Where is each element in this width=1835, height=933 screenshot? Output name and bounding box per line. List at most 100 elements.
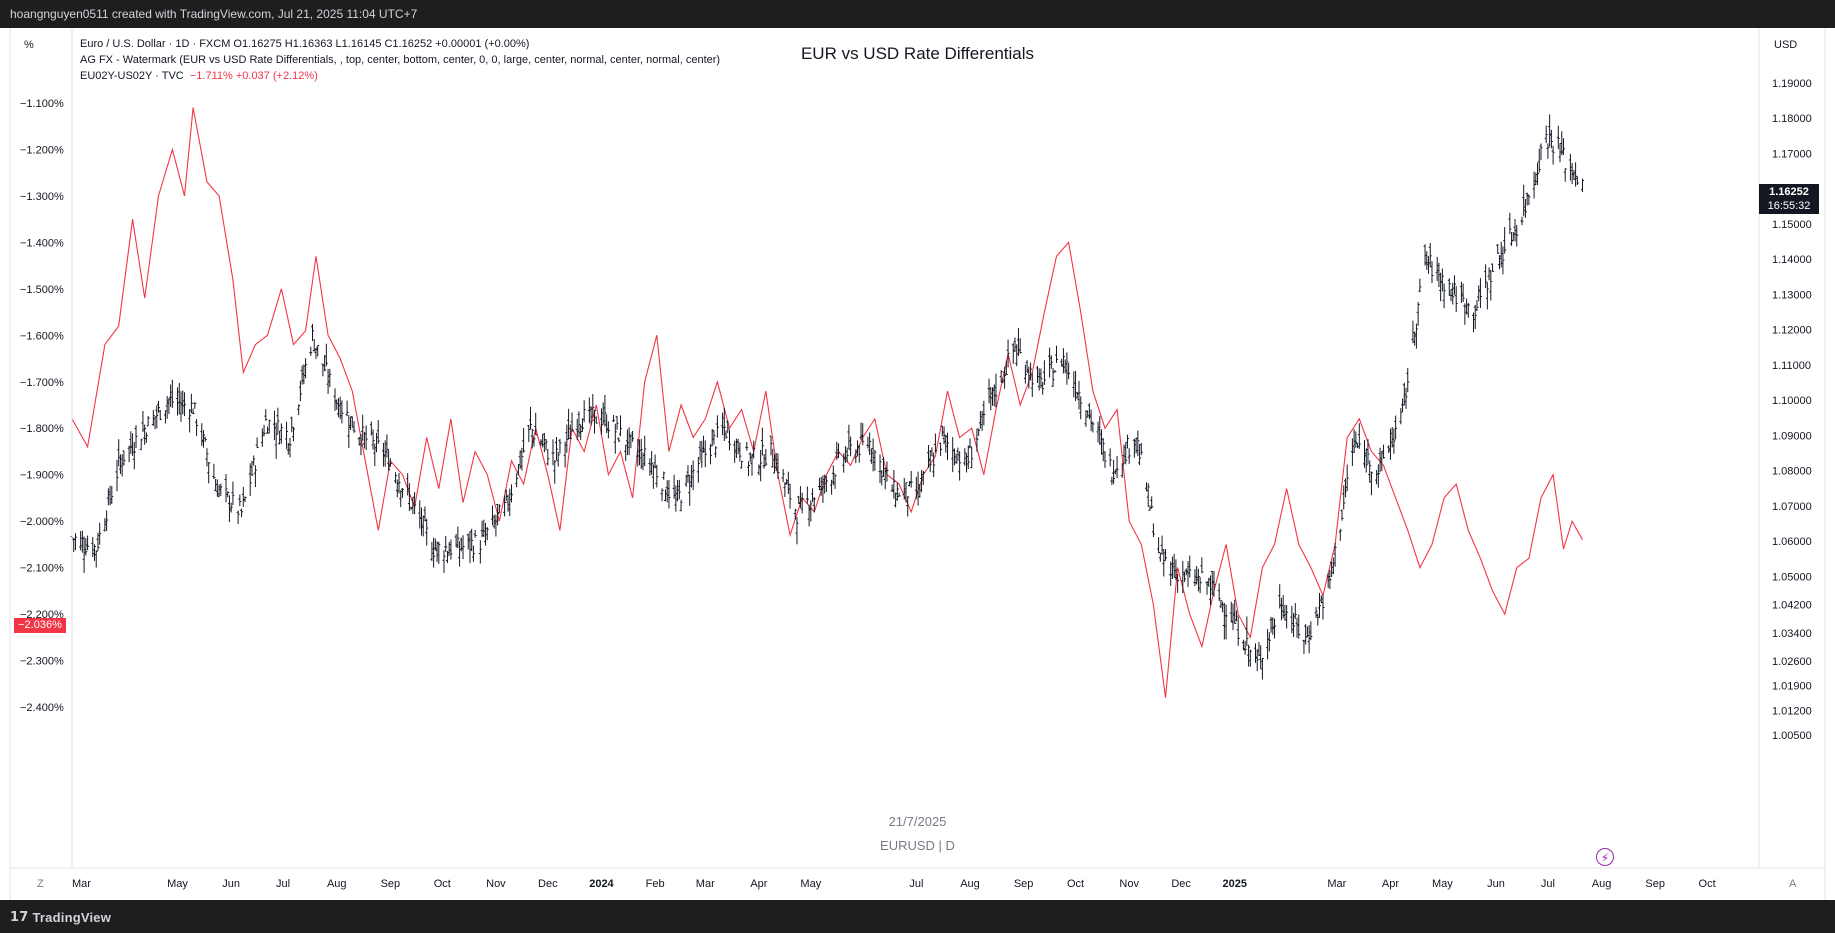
eurusd-bar	[82, 536, 86, 573]
eurusd-bar	[849, 436, 853, 457]
eurusd-bar	[824, 475, 828, 492]
eurusd-bar	[568, 424, 572, 440]
eurusd-bar	[458, 541, 462, 567]
right-tick-label: 1.01200	[1772, 705, 1812, 717]
x-tick-label: Oct	[1699, 878, 1716, 890]
eurusd-bar	[1267, 632, 1271, 652]
eurusd-bar	[982, 400, 986, 426]
eurusd-bar	[122, 450, 126, 466]
eurusd-bar	[91, 537, 95, 557]
eurusd-bar	[425, 518, 429, 546]
eurusd-bar	[1127, 448, 1131, 464]
left-tick-label: −1.800%	[20, 423, 64, 435]
eurusd-bar	[1452, 275, 1456, 295]
left-tick-label: −1.200%	[20, 144, 64, 156]
eurusd-bar	[1581, 178, 1585, 192]
eurusd-bar	[1134, 437, 1138, 454]
eurusd-bar	[591, 393, 595, 418]
eurusd-bar	[712, 430, 716, 445]
eurusd-bar	[480, 520, 484, 538]
x-tick-label: 2024	[589, 878, 614, 890]
eurusd-bar	[388, 458, 392, 467]
eurusd-bar	[1548, 114, 1552, 147]
eurusd-bar	[1297, 614, 1301, 639]
eurusd-bar	[157, 400, 161, 413]
eurusd-bar	[1138, 444, 1142, 466]
eurusd-bar	[733, 440, 737, 463]
eurusd-bar	[1364, 448, 1368, 473]
legend-line-3[interactable]: EU02Y-US02Y · TVC −1.711% +0.037 (+2.12%…	[80, 68, 720, 84]
eurusd-bar	[1067, 362, 1071, 380]
eurusd-bar	[285, 421, 289, 449]
eurusd-bar	[324, 343, 328, 367]
chart-area[interactable]: −1.100% −1.200% −1.300% −1.400% −1.500% −1.60…	[0, 28, 1835, 900]
eurusd-bar	[1425, 251, 1429, 270]
eurusd-bar	[80, 530, 84, 553]
eurusd-bar	[1108, 448, 1112, 467]
eurusd-bar	[1048, 347, 1052, 378]
eurusd-bar	[684, 474, 688, 487]
tradingview-logo[interactable]: 𝟭𝟳 TradingView	[10, 909, 111, 925]
eurusd-bar	[400, 488, 404, 498]
legend-line-2[interactable]: AG FX - Watermark (EUR vs USD Rate Diffe…	[80, 54, 721, 66]
eurusd-bar	[726, 420, 730, 433]
eurusd-bar	[349, 416, 353, 431]
left-tick-label: −1.500%	[20, 284, 64, 296]
eurusd-bar	[1503, 227, 1507, 254]
eurusd-bar	[662, 471, 666, 480]
eurusd-bar	[1139, 442, 1143, 455]
eurusd-bar	[544, 439, 548, 451]
eurusd-bar	[1510, 231, 1514, 246]
eurusd-bar	[708, 443, 712, 465]
lightning-icon[interactable]: ⚡	[1596, 848, 1614, 866]
eurusd-bar	[1366, 439, 1370, 465]
eurusd-bar	[224, 474, 228, 503]
eurusd-bar	[1427, 256, 1431, 274]
eurusd-bar	[179, 391, 183, 422]
eurusd-bar	[1049, 355, 1053, 369]
eurusd-bar	[288, 437, 292, 458]
eurusd-bar	[978, 411, 982, 429]
eurusd-bar	[650, 451, 654, 475]
eurusd-bar	[1271, 617, 1275, 635]
watermark-date: 21/7/2025	[888, 814, 947, 829]
eurusd-bar	[278, 430, 282, 445]
eurusd-bar	[1260, 657, 1264, 680]
eurusd-bar	[279, 423, 283, 444]
eurusd-bar	[1435, 256, 1439, 281]
eurusd-bar	[918, 484, 922, 498]
eurusd-bar	[1266, 629, 1270, 660]
eurusd-bar	[1428, 242, 1432, 268]
eurusd-bar	[361, 414, 365, 441]
eurusd-bar	[702, 435, 706, 453]
eurusd-bar	[987, 378, 991, 404]
eurusd-bar	[847, 424, 851, 450]
eurusd-bar	[1534, 172, 1538, 186]
eurusd-bar	[214, 479, 218, 491]
eurusd-bar	[1430, 261, 1434, 284]
eurusd-bar	[837, 443, 841, 459]
eurusd-bar	[800, 492, 804, 514]
zoom-button[interactable]: Z	[37, 878, 44, 890]
eurusd-bar	[854, 449, 858, 464]
auto-scale-button[interactable]: A	[1789, 878, 1797, 890]
eurusd-bar	[980, 410, 984, 431]
eurusd-bar	[1186, 561, 1190, 587]
legend-line-1[interactable]: Euro / U.S. Dollar · 1D · FXCM O1.16275 …	[80, 38, 530, 50]
eurusd-bar	[1551, 145, 1555, 165]
eurusd-bar	[1065, 352, 1069, 385]
chart-svg[interactable]: −1.100% −1.200% −1.300% −1.400% −1.500% −1.60…	[0, 28, 1835, 900]
eurusd-bar	[1442, 283, 1446, 309]
eurusd-bar	[902, 477, 906, 500]
eurusd-bar	[1309, 621, 1313, 641]
eurusd-bar	[227, 495, 231, 522]
eurusd-bar	[1018, 338, 1022, 354]
eurusd-bar	[1113, 469, 1117, 475]
eurusd-bar	[1558, 143, 1562, 163]
eurusd-bar	[309, 346, 313, 356]
eurusd-bar	[951, 437, 955, 473]
eurusd-bar	[873, 450, 877, 471]
eurusd-bar	[878, 454, 882, 484]
eurusd-bar	[624, 444, 628, 461]
eurusd-bar	[236, 510, 240, 525]
